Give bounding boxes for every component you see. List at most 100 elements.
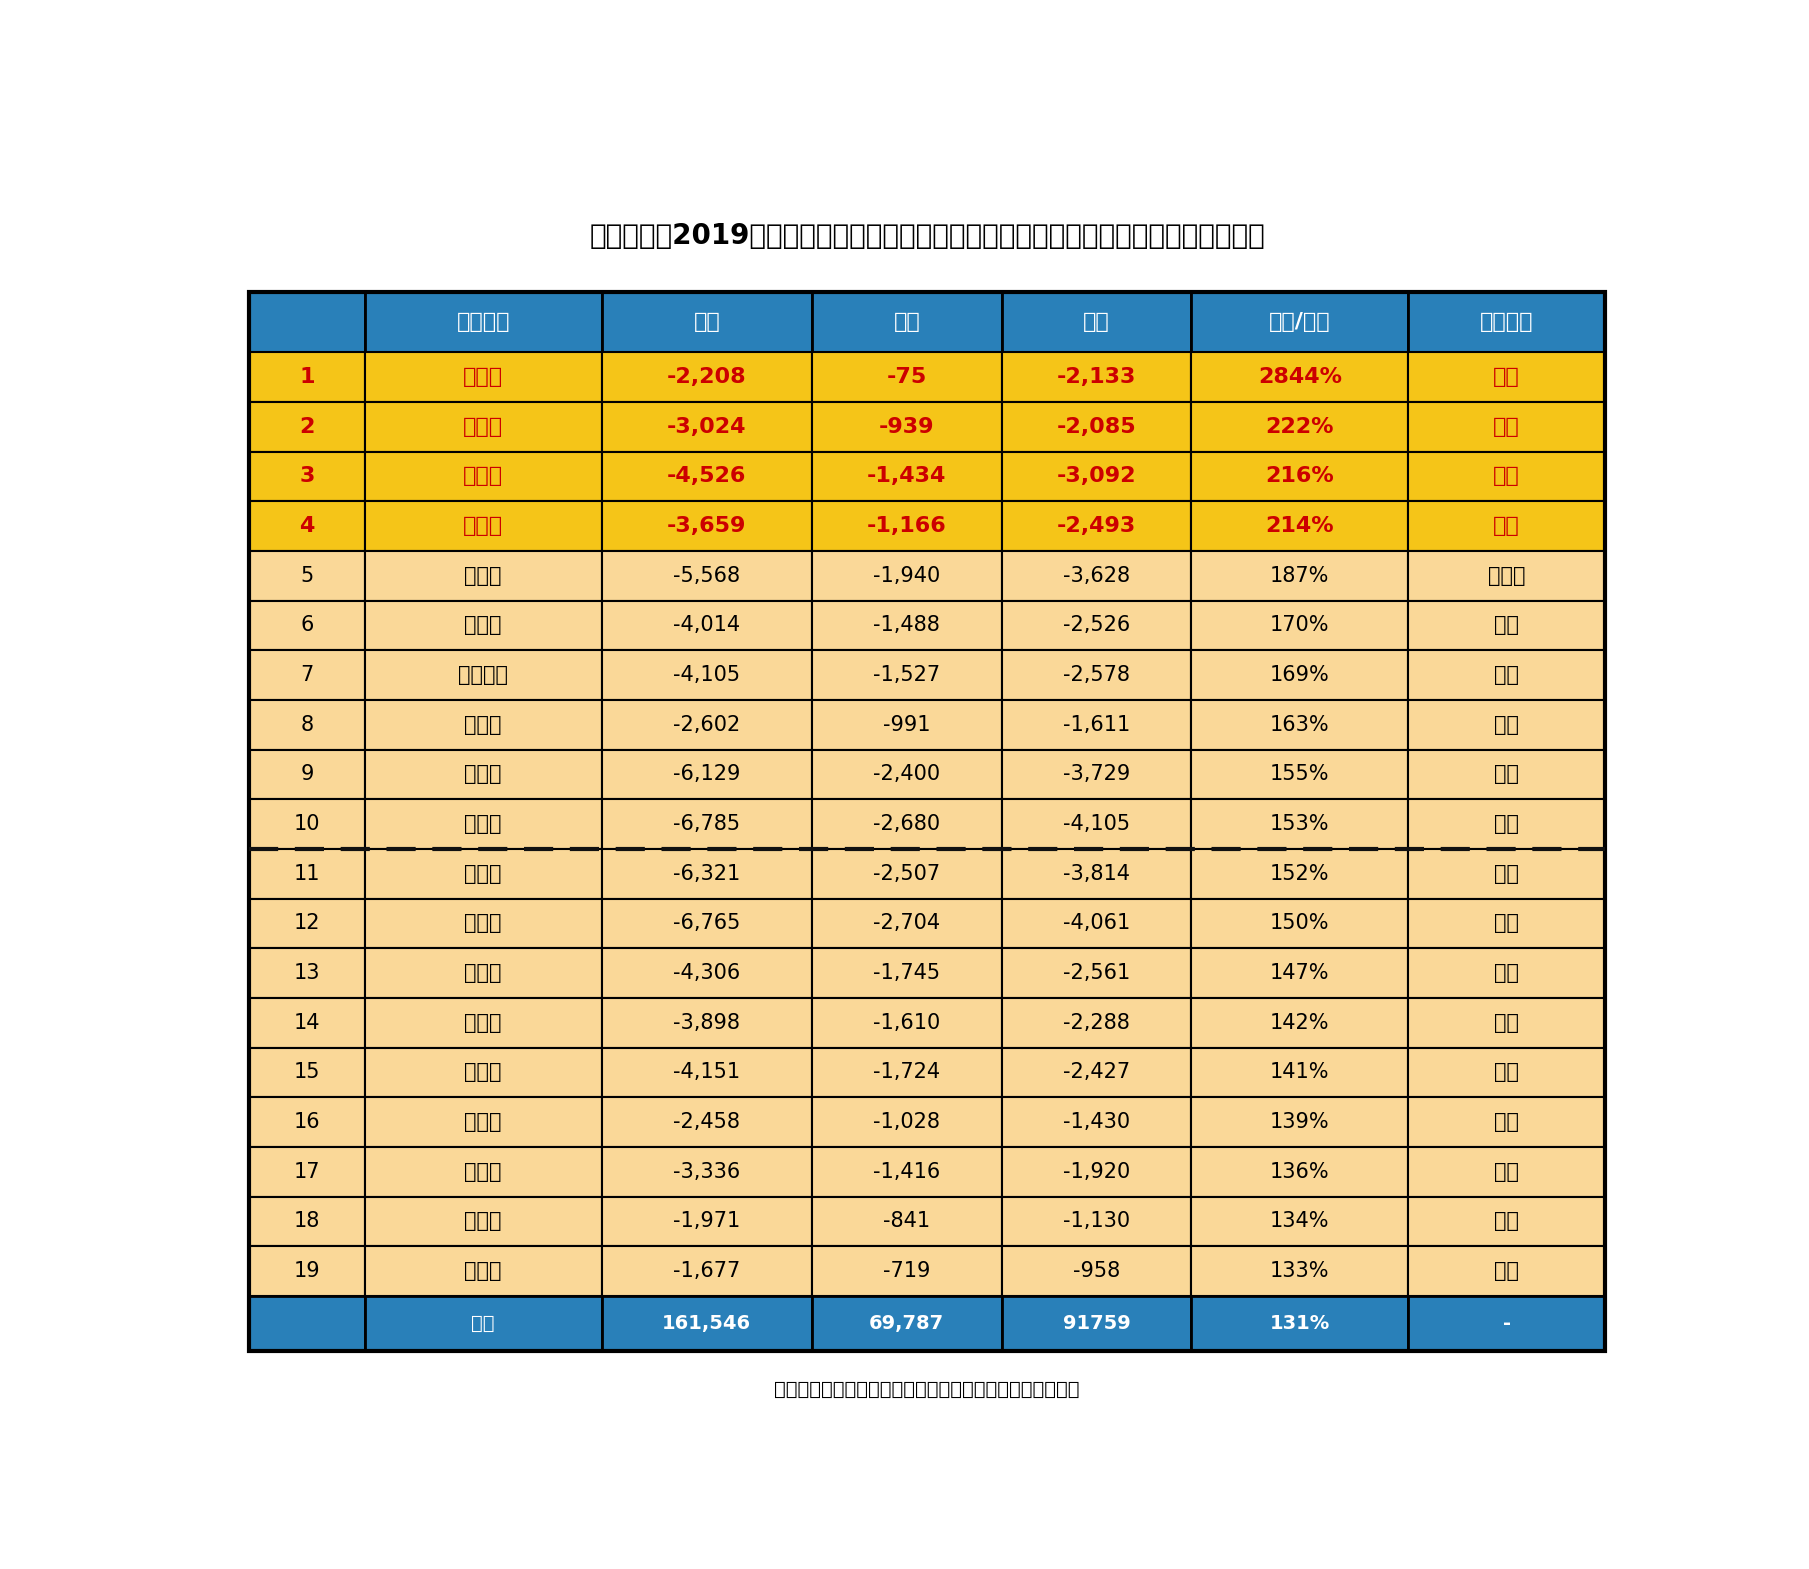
Bar [812, 1097, 1002, 1147]
Text: 総数: 総数 [693, 312, 720, 333]
Text: 6: 6 [300, 615, 313, 635]
Text: 14: 14 [293, 1012, 320, 1032]
Bar [365, 1197, 602, 1246]
Bar [812, 998, 1002, 1048]
Text: -2,507: -2,507 [874, 865, 941, 883]
Text: 169%: 169% [1270, 665, 1330, 686]
Text: -3,024: -3,024 [668, 417, 747, 436]
Bar [602, 551, 812, 601]
Text: 216%: 216% [1266, 466, 1335, 486]
Bar [602, 452, 812, 501]
Bar [812, 1147, 1002, 1197]
Bar [1002, 849, 1192, 899]
Bar [602, 700, 812, 750]
Text: 19: 19 [293, 1261, 320, 1282]
Bar [1407, 1048, 1605, 1097]
Text: -1,745: -1,745 [874, 963, 941, 984]
Bar [1407, 1097, 1605, 1147]
Bar [1002, 1246, 1192, 1296]
Bar [1407, 998, 1605, 1048]
Bar [250, 750, 365, 799]
Text: -4,014: -4,014 [673, 615, 740, 635]
Bar [1002, 1097, 1192, 1147]
Bar [365, 353, 602, 402]
Bar [812, 1246, 1002, 1296]
Text: 10: 10 [293, 814, 320, 835]
Bar [1002, 1048, 1192, 1097]
Bar [365, 501, 602, 551]
Text: -2,288: -2,288 [1064, 1012, 1131, 1032]
Bar [1407, 501, 1605, 551]
Bar [812, 799, 1002, 849]
Text: -2,085: -2,085 [1056, 417, 1136, 436]
Text: 155%: 155% [1270, 764, 1330, 784]
Bar [602, 799, 812, 849]
Text: 中部: 中部 [1494, 764, 1520, 784]
Bar [1192, 650, 1407, 700]
Text: -1,610: -1,610 [874, 1012, 941, 1032]
Text: 九州: 九州 [1494, 665, 1520, 686]
Text: 岐阜県: 岐阜県 [465, 913, 501, 934]
Bar [602, 1048, 812, 1097]
Bar [812, 452, 1002, 501]
Bar [1002, 998, 1192, 1048]
Bar [365, 750, 602, 799]
Text: 142%: 142% [1270, 1012, 1330, 1032]
Bar [250, 1048, 365, 1097]
Text: -1,971: -1,971 [673, 1211, 740, 1232]
Bar [1192, 700, 1407, 750]
Text: 女性: 女性 [1084, 312, 1111, 333]
Bar [812, 292, 1002, 353]
Text: 11: 11 [293, 865, 320, 883]
Text: 北陸: 北陸 [1494, 715, 1520, 734]
Text: 1: 1 [298, 367, 315, 388]
Text: 岡山県: 岡山県 [465, 615, 501, 635]
Text: 男性: 男性 [894, 312, 921, 333]
Bar [1002, 650, 1192, 700]
Text: -1,130: -1,130 [1064, 1211, 1131, 1232]
Bar [1407, 1147, 1605, 1197]
Text: 139%: 139% [1270, 1112, 1330, 1133]
Bar [1192, 998, 1407, 1048]
Text: 福井県: 福井県 [465, 1161, 501, 1181]
Bar [602, 650, 812, 700]
Bar [812, 551, 1002, 601]
Text: -2,208: -2,208 [668, 367, 747, 388]
Bar [602, 601, 812, 650]
Text: 133%: 133% [1270, 1261, 1330, 1282]
Bar [1002, 1147, 1192, 1197]
Text: 北海道: 北海道 [1487, 566, 1525, 585]
Text: -1,527: -1,527 [874, 665, 941, 686]
Text: 131%: 131% [1270, 1315, 1330, 1334]
Bar [812, 948, 1002, 998]
Bar [365, 899, 602, 948]
Bar [250, 402, 365, 452]
Text: -2,704: -2,704 [874, 913, 941, 934]
Bar [365, 1048, 602, 1097]
Bar [812, 1296, 1002, 1351]
Text: -958: -958 [1073, 1261, 1120, 1282]
Text: 福島県: 福島県 [465, 814, 501, 835]
Text: 222%: 222% [1266, 417, 1333, 436]
Text: 13: 13 [293, 963, 320, 984]
Text: 141%: 141% [1270, 1062, 1330, 1083]
Bar [365, 452, 602, 501]
Bar [365, 1246, 602, 1296]
Text: -4,061: -4,061 [1064, 913, 1131, 934]
Bar [1002, 948, 1192, 998]
Bar [1002, 601, 1192, 650]
Bar [365, 292, 602, 353]
Bar [250, 650, 365, 700]
Bar [1407, 601, 1605, 650]
Text: -1,611: -1,611 [1064, 715, 1131, 734]
Bar [250, 601, 365, 650]
Bar [1192, 1048, 1407, 1097]
Text: 高知県: 高知県 [465, 1112, 501, 1133]
Text: -6,129: -6,129 [673, 764, 740, 784]
Text: -2,602: -2,602 [673, 715, 740, 734]
Bar [250, 1147, 365, 1197]
Text: 三重県: 三重県 [465, 865, 501, 883]
Bar [812, 501, 1002, 551]
Text: -2,526: -2,526 [1064, 615, 1131, 635]
Bar [602, 1097, 812, 1147]
